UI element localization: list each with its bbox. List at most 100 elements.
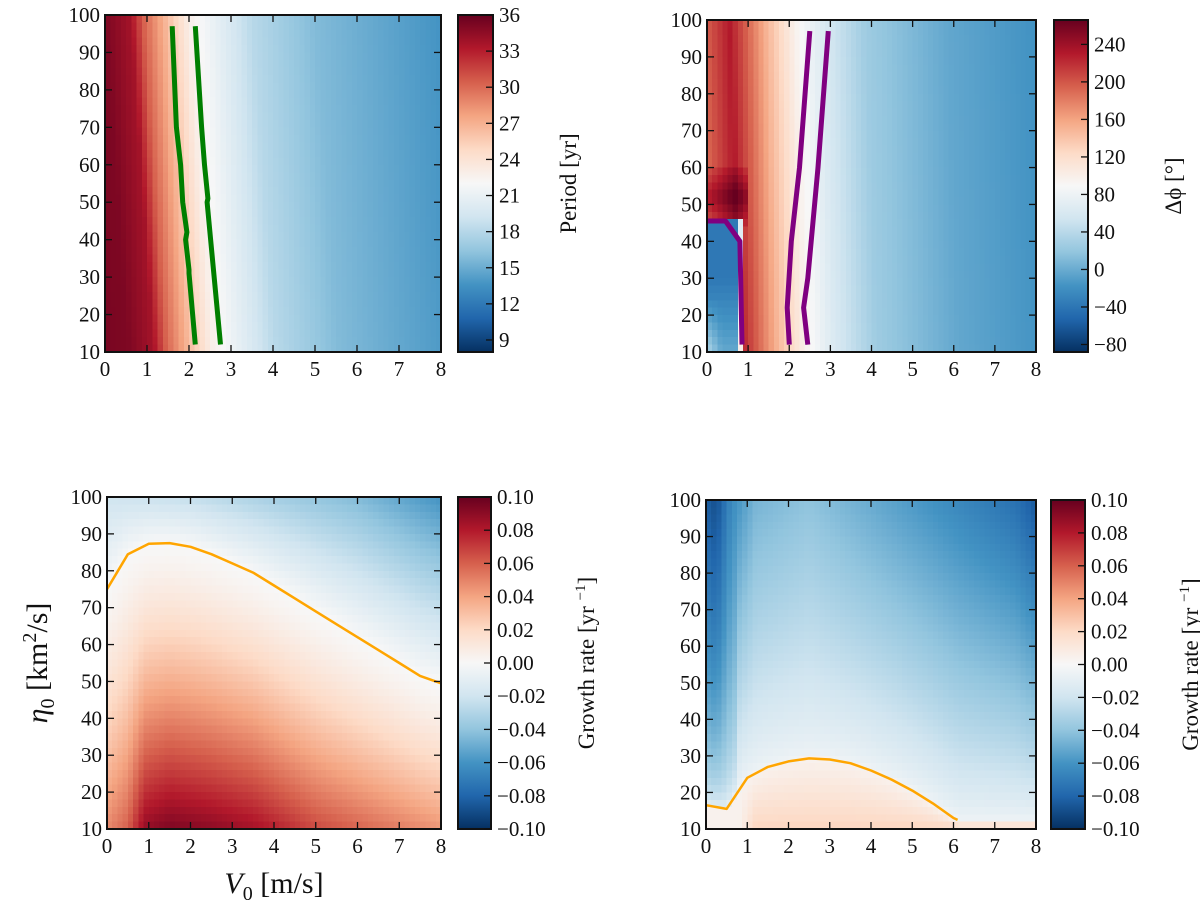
heatmap-cell <box>326 277 332 285</box>
heatmap-cell <box>753 20 759 28</box>
heatmap-cell <box>769 271 775 279</box>
heatmap-cell <box>210 90 216 98</box>
heatmap-cell <box>892 175 898 183</box>
heatmap-cell <box>121 90 127 98</box>
heatmap-cell <box>305 120 311 128</box>
heatmap-cell <box>336 300 342 308</box>
heatmap-cell <box>769 64 775 72</box>
heatmap-cell <box>815 337 821 345</box>
heatmap-cell <box>764 315 770 323</box>
heatmap-cell <box>163 202 169 210</box>
heatmap-cell <box>126 292 132 300</box>
heatmap-cell <box>815 64 821 72</box>
heatmap-cell <box>722 101 728 109</box>
heatmap-cell <box>110 150 116 158</box>
heatmap-cell <box>923 315 929 323</box>
heatmap-cell <box>902 168 908 176</box>
heatmap-cell <box>722 204 728 212</box>
heatmap-cell <box>394 157 400 165</box>
heatmap-cell <box>362 120 368 128</box>
heatmap-cell <box>728 153 734 161</box>
heatmap-cell <box>851 175 857 183</box>
heatmap-cell <box>263 15 269 23</box>
heatmap-cell <box>189 217 195 225</box>
heatmap-cell <box>263 150 269 158</box>
heatmap-cell <box>126 127 132 135</box>
heatmap-cell <box>841 286 847 294</box>
heatmap-cell <box>866 35 872 43</box>
heatmap-cell <box>800 50 806 58</box>
heatmap-cell <box>394 52 400 60</box>
heatmap-cell <box>399 105 405 113</box>
heatmap-cell <box>331 195 337 203</box>
heatmap-cell <box>877 42 883 50</box>
heatmap-cell <box>194 285 200 293</box>
heatmap-cell <box>420 240 426 248</box>
heatmap-cell <box>722 116 728 124</box>
heatmap-cell <box>892 42 898 50</box>
heatmap-cell <box>362 330 368 338</box>
heatmap-cell <box>722 42 728 50</box>
heatmap-cell <box>887 293 893 301</box>
heatmap-cell <box>231 270 237 278</box>
heatmap-cell <box>310 75 316 83</box>
heatmap-cell <box>310 97 316 105</box>
heatmap-cell <box>200 255 206 263</box>
heatmap-cell <box>846 263 852 271</box>
heatmap-cell <box>373 172 379 180</box>
heatmap-cell <box>415 322 421 330</box>
heatmap-cell <box>836 234 842 242</box>
heatmap-cell <box>179 262 185 270</box>
heatmap-cell <box>841 109 847 117</box>
heatmap-cell <box>779 308 785 316</box>
heatmap-cell <box>738 64 744 72</box>
heatmap-cell <box>861 300 867 308</box>
heatmap-cell <box>362 60 368 68</box>
heatmap-cell <box>341 285 347 293</box>
heatmap-cell <box>830 322 836 330</box>
heatmap-cell <box>784 79 790 87</box>
heatmap-cell <box>247 180 253 188</box>
heatmap-cell <box>769 190 775 198</box>
heatmap-cell <box>184 135 190 143</box>
heatmap-cell <box>902 315 908 323</box>
heatmap-cell <box>357 120 363 128</box>
heatmap-cell <box>252 292 258 300</box>
heatmap-cell <box>320 22 326 30</box>
heatmap-cell <box>273 112 279 120</box>
heatmap-cell <box>410 90 416 98</box>
heatmap-cell <box>789 175 795 183</box>
heatmap-cell <box>226 292 232 300</box>
heatmap-cell <box>404 270 410 278</box>
heatmap-cell <box>841 234 847 242</box>
heatmap-cell <box>362 210 368 218</box>
heatmap-cell <box>882 300 888 308</box>
heatmap-cell <box>257 150 263 158</box>
x-tick-label: 8 <box>436 357 447 381</box>
heatmap-cell <box>205 60 211 68</box>
heatmap-cell <box>184 52 190 60</box>
heatmap-cell <box>200 232 206 240</box>
heatmap-cell <box>836 175 842 183</box>
heatmap-cell <box>152 270 158 278</box>
heatmap-cell <box>378 210 384 218</box>
heatmap-cell <box>805 175 811 183</box>
heatmap-cell <box>420 37 426 45</box>
heatmap-cell <box>368 322 374 330</box>
heatmap-cell <box>168 240 174 248</box>
heatmap-cell <box>431 330 437 338</box>
heatmap-cell <box>779 175 785 183</box>
heatmap-cell <box>805 219 811 227</box>
heatmap-cell <box>242 202 248 210</box>
heatmap-cell <box>236 52 242 60</box>
heatmap-cell <box>137 195 143 203</box>
heatmap-cell <box>425 195 431 203</box>
heatmap-cell <box>210 172 216 180</box>
heatmap-cell <box>373 285 379 293</box>
heatmap-cell <box>347 307 353 315</box>
heatmap-cell <box>110 247 116 255</box>
heatmap-cell <box>902 249 908 257</box>
heatmap-cell <box>769 20 775 28</box>
heatmap-cell <box>284 60 290 68</box>
heatmap-cell <box>907 175 913 183</box>
